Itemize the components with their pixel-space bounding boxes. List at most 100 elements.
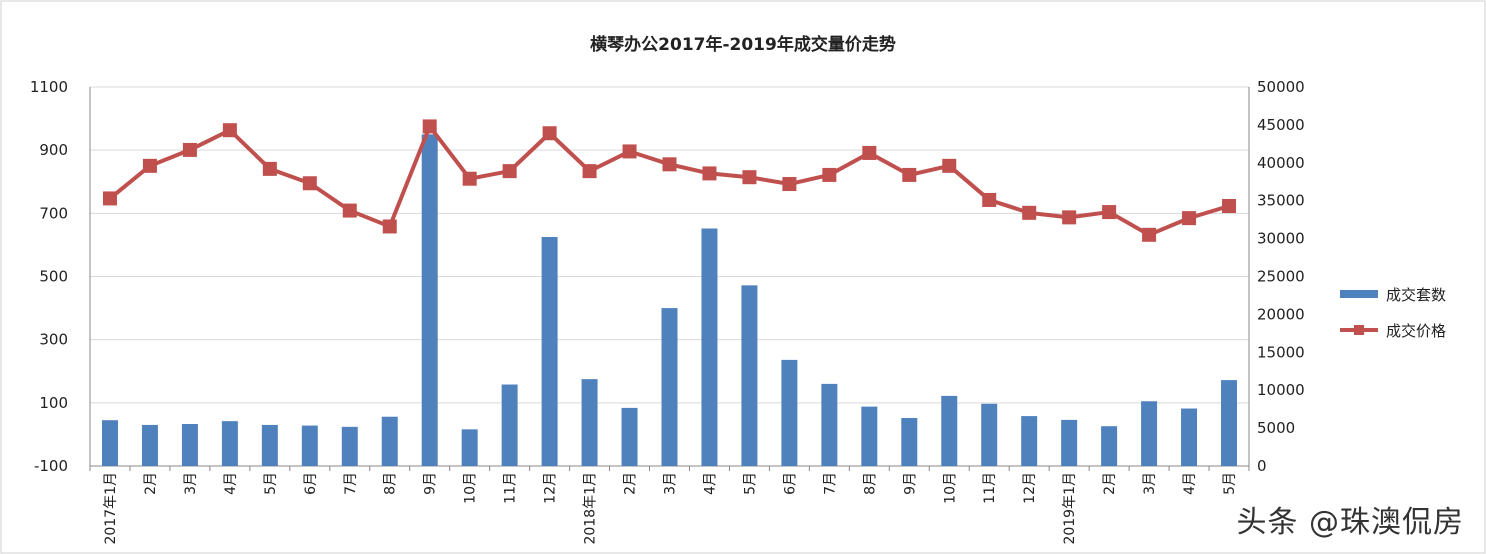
y-left-tick-label: -100	[34, 457, 68, 475]
price-point	[862, 145, 877, 160]
price-point	[102, 191, 117, 206]
bar	[741, 285, 758, 466]
x-tick-label: 2月	[623, 472, 639, 495]
bar	[1221, 380, 1238, 466]
y-left-tick-label: 1100	[30, 78, 68, 96]
x-tick-label: 12月	[543, 472, 559, 504]
price-point	[1102, 205, 1117, 220]
bar	[381, 416, 398, 466]
price-point	[702, 166, 717, 181]
x-tick-label: 2月	[143, 472, 159, 495]
bar	[821, 383, 838, 466]
x-tick-label: 5月	[263, 472, 279, 495]
watermark-caption: 头条 @珠澳侃房	[1236, 505, 1464, 540]
price-point	[902, 167, 917, 182]
y-right-tick-label: 25000	[1257, 268, 1305, 286]
y-right-tick-label: 30000	[1257, 230, 1305, 248]
x-tick-label: 8月	[383, 472, 399, 495]
price-point	[302, 176, 317, 191]
y-left-tick-label: 900	[39, 141, 68, 159]
legend-marker	[1354, 325, 1364, 335]
bar	[1181, 408, 1198, 466]
x-tick-label: 6月	[303, 472, 319, 495]
y-left-tick-label: 100	[39, 394, 68, 412]
bar	[941, 395, 958, 466]
bar	[1101, 426, 1118, 466]
legend-label-bars: 成交套数	[1386, 285, 1447, 304]
price-point	[382, 219, 397, 234]
bar	[661, 308, 678, 466]
y-left-tick-label: 300	[39, 331, 68, 349]
bar	[701, 228, 718, 466]
price-point	[782, 177, 797, 192]
price-point	[822, 167, 837, 182]
x-tick-label: 3月	[183, 472, 199, 495]
price-point	[1222, 199, 1237, 214]
bar	[301, 425, 318, 466]
legend-item-bars: 成交套数	[1340, 276, 1446, 312]
x-tick-label: 2019年1月	[1062, 472, 1078, 545]
y-left-tick-label: 500	[39, 268, 68, 286]
x-tick-label: 9月	[423, 472, 439, 495]
x-tick-label: 11月	[982, 472, 998, 504]
legend-item-line: 成交价格	[1340, 312, 1446, 348]
bar	[1061, 419, 1078, 466]
bar	[141, 424, 158, 466]
y-right-tick-label: 35000	[1257, 192, 1305, 210]
price-point	[622, 144, 637, 159]
x-tick-label: 6月	[782, 472, 798, 495]
legend-swatch-line	[1340, 325, 1378, 335]
bar	[1021, 416, 1038, 466]
price-point	[262, 161, 277, 176]
price-point	[182, 142, 197, 157]
y-right-tick-label: 50000	[1257, 78, 1305, 96]
price-point	[742, 170, 757, 185]
bar	[501, 384, 518, 466]
bar	[261, 424, 278, 466]
x-tick-label: 9月	[902, 472, 918, 495]
x-tick-label: 12月	[1022, 472, 1038, 504]
y-right-tick-label: 10000	[1257, 381, 1305, 399]
bar	[101, 420, 118, 466]
bar	[861, 406, 878, 466]
price-point	[1142, 227, 1157, 242]
x-tick-label: 4月	[702, 472, 718, 495]
x-tick-label: 5月	[742, 472, 758, 495]
price-point	[1182, 211, 1197, 226]
price-point	[342, 203, 357, 218]
price-point	[222, 123, 237, 138]
price-point	[422, 119, 437, 134]
x-tick-label: 4月	[1182, 472, 1198, 495]
bar	[181, 423, 198, 466]
bar	[901, 417, 918, 466]
price-point	[1062, 210, 1077, 225]
legend: 成交套数 成交价格	[1340, 276, 1446, 348]
y-left-tick-label: 700	[39, 204, 68, 222]
x-tick-label: 4月	[223, 472, 239, 495]
bar	[581, 379, 598, 466]
bar	[1141, 401, 1158, 466]
x-tick-label: 11月	[503, 472, 519, 504]
bar	[221, 421, 238, 466]
x-tick-label: 8月	[862, 472, 878, 495]
x-tick-label: 7月	[822, 472, 838, 495]
price-point	[942, 158, 957, 173]
x-tick-label: 7月	[343, 472, 359, 495]
price-point	[142, 158, 157, 173]
x-tick-label: 2月	[1102, 472, 1118, 495]
bar	[981, 403, 998, 466]
y-right-tick-label: 5000	[1257, 419, 1295, 437]
x-tick-label: 5月	[1222, 472, 1238, 495]
price-point	[542, 126, 557, 141]
bar	[341, 426, 358, 466]
price-point	[462, 171, 477, 186]
price-point	[582, 164, 597, 179]
x-tick-label: 2017年1月	[103, 472, 119, 545]
price-line	[108, 124, 1230, 237]
bar	[461, 429, 478, 466]
bar	[781, 359, 798, 466]
y-right-tick-label: 20000	[1257, 305, 1305, 323]
x-tick-label: 10月	[463, 472, 479, 504]
